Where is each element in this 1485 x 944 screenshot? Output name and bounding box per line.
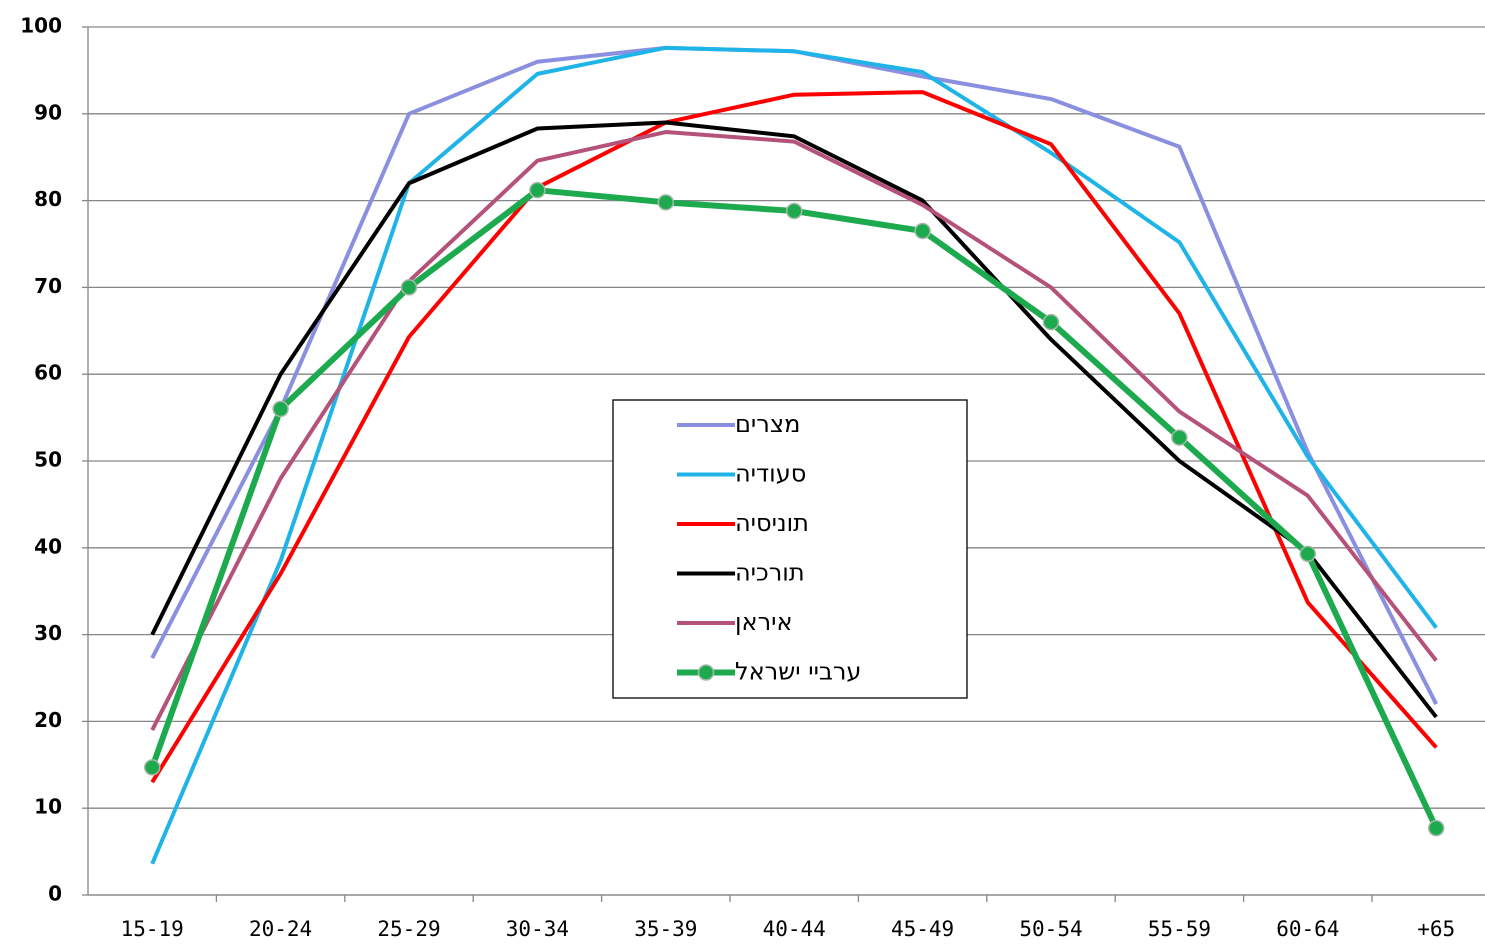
legend-box [612, 399, 968, 699]
point-marker [1171, 429, 1188, 446]
y-tick-label: 10 [34, 795, 62, 819]
y-tick-label: 0 [48, 882, 62, 906]
x-tick-label: 25-29 [377, 917, 440, 941]
y-tick-label: 50 [34, 448, 62, 472]
y-tick-label: 60 [34, 361, 62, 385]
y-tick-label: 30 [34, 621, 62, 645]
x-tick-label: 20-24 [249, 917, 312, 941]
point-marker [1299, 545, 1317, 563]
legend-label: סעודיה [735, 460, 806, 488]
y-tick-label: 90 [34, 100, 62, 124]
point-marker [657, 194, 675, 211]
x-tick-label: 30-34 [506, 917, 569, 941]
legend-label: תוניסיה [735, 509, 809, 537]
x-tick-label: 40-44 [763, 917, 826, 941]
series-line [150, 130, 1438, 731]
x-tick-label: 15-19 [121, 917, 184, 941]
series-line [150, 45, 1438, 865]
legend-label: תורכיה [735, 559, 805, 587]
point-marker [143, 759, 161, 776]
point-marker [1427, 819, 1445, 837]
x-tick-label: 60-64 [1276, 917, 1339, 941]
x-tick-label: 50-54 [1019, 917, 1082, 941]
y-tick-label: 80 [34, 187, 62, 211]
point-marker [1042, 313, 1060, 331]
x-tick-label: 45-49 [891, 917, 954, 941]
y-tick-label: 40 [34, 534, 62, 558]
point-marker [529, 181, 546, 199]
series-line [150, 120, 1438, 719]
legend-label: ערביי ישראל [735, 658, 861, 686]
y-tick-label: 70 [34, 274, 62, 298]
legend: מצרים סעודיה תוניסיה תורכיה איראן ערביי ישראל [612, 399, 968, 699]
point-marker [914, 222, 931, 240]
x-tick-label: 55-59 [1148, 917, 1211, 941]
legend-marker [697, 664, 715, 681]
x-tick-label: 35-39 [634, 917, 697, 941]
legend-label: איראן [735, 608, 793, 636]
legend-label: מצרים [735, 410, 800, 438]
y-tick-label: 20 [34, 708, 62, 732]
point-marker [400, 279, 418, 296]
point-marker [272, 400, 289, 418]
series-line [150, 90, 1438, 784]
point-marker [785, 202, 803, 220]
y-tick-label: 100 [20, 14, 62, 38]
x-tick-label: +65 [1417, 917, 1455, 941]
